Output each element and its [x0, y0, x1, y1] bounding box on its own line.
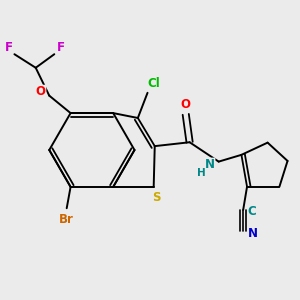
Text: N: N — [205, 158, 215, 171]
Text: Br: Br — [59, 213, 74, 226]
Text: N: N — [248, 227, 258, 240]
Text: F: F — [4, 41, 13, 54]
Text: H: H — [197, 168, 206, 178]
Text: F: F — [57, 41, 65, 54]
Text: Cl: Cl — [147, 76, 160, 90]
Text: O: O — [36, 85, 46, 98]
Text: S: S — [152, 191, 161, 204]
Text: O: O — [181, 98, 191, 111]
Text: C: C — [248, 206, 256, 218]
